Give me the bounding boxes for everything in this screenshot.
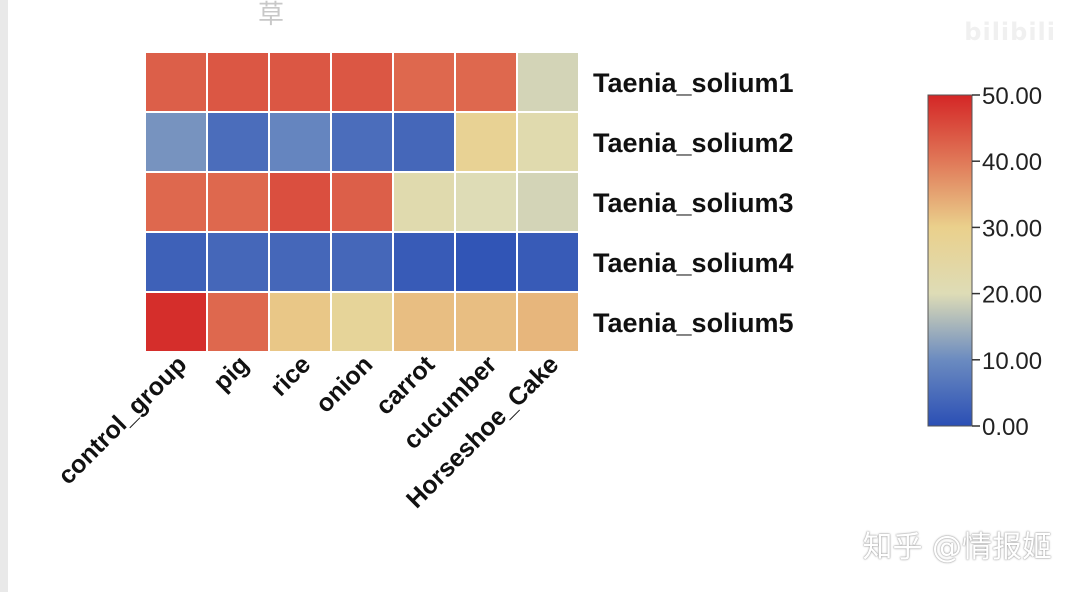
heatmap-cell	[516, 171, 580, 233]
row-label: Taenia_solium1	[593, 68, 794, 98]
heatmap-cell	[144, 171, 208, 233]
heatmap-cell	[454, 291, 518, 353]
colorbar-tick-label: 10.00	[982, 348, 1042, 375]
colorbar-tick-label: 40.00	[982, 149, 1042, 176]
left-edge-strip	[0, 0, 8, 592]
heatmap-cell	[454, 171, 518, 233]
heatmap-cells	[144, 51, 580, 353]
zhihu-watermark: 知乎 @情报姬	[862, 530, 1052, 565]
colorbar-tick-label: 20.00	[982, 282, 1042, 309]
row-label: Taenia_solium2	[593, 128, 794, 158]
colorbar-tick-label: 0.00	[982, 414, 1029, 441]
heatmap-cell	[206, 231, 270, 293]
heatmap-cell	[516, 111, 580, 173]
row-label: Taenia_solium4	[593, 248, 794, 278]
heatmap-cell	[330, 111, 394, 173]
heatmap-cell	[268, 231, 332, 293]
heatmap-cell	[392, 171, 456, 233]
column-label: onion	[310, 350, 378, 418]
colorbar-tick-label: 50.00	[982, 83, 1042, 110]
heatmap-cell	[144, 231, 208, 293]
heatmap-cell	[330, 291, 394, 353]
heatmap-cell	[392, 231, 456, 293]
heatmap-cell	[144, 111, 208, 173]
heatmap-cell	[268, 51, 332, 113]
column-label: control_group	[53, 350, 193, 490]
colorbar: 0.00 10.00 20.00 30.00 40.00 50.00	[927, 83, 1042, 441]
heatmap-cell	[454, 111, 518, 173]
column-labels: control_group pig riceonioncarrotcucumberH…	[53, 350, 565, 514]
heatmap-cell	[516, 231, 580, 293]
heatmap-cell	[268, 111, 332, 173]
row-label: Taenia_solium3	[593, 188, 794, 218]
heatmap-cell	[330, 231, 394, 293]
heatmap-cell	[206, 291, 270, 353]
column-label: pig	[208, 350, 254, 396]
heatmap-cell	[392, 291, 456, 353]
heatmap-cell	[206, 111, 270, 173]
row-labels: Taenia_solium1 Taenia_solium2 Taenia_soliu…	[593, 68, 794, 338]
heatmap-cell	[206, 171, 270, 233]
heatmap-cell	[144, 291, 208, 353]
heatmap-cell	[268, 291, 332, 353]
heatmap-cell	[516, 291, 580, 353]
row-label: Taenia_solium5	[593, 308, 794, 338]
colorbar-gradient	[927, 94, 973, 427]
heatmap-cell	[516, 51, 580, 113]
bilibili-watermark: bilibili	[964, 18, 1056, 46]
heatmap-cell	[206, 51, 270, 113]
colorbar-tick-label: 30.00	[982, 215, 1042, 242]
column-label: rice	[265, 350, 316, 401]
heatmap-cell	[330, 51, 394, 113]
top-glyph: 草	[258, 0, 285, 30]
heatmap-cell	[144, 51, 208, 113]
heatmap-cell	[268, 171, 332, 233]
heatmap-cell	[454, 231, 518, 293]
heatmap-cell	[392, 51, 456, 113]
heatmap-cell	[454, 51, 518, 113]
heatmap-cell	[392, 111, 456, 173]
heatmap-cell	[330, 171, 394, 233]
